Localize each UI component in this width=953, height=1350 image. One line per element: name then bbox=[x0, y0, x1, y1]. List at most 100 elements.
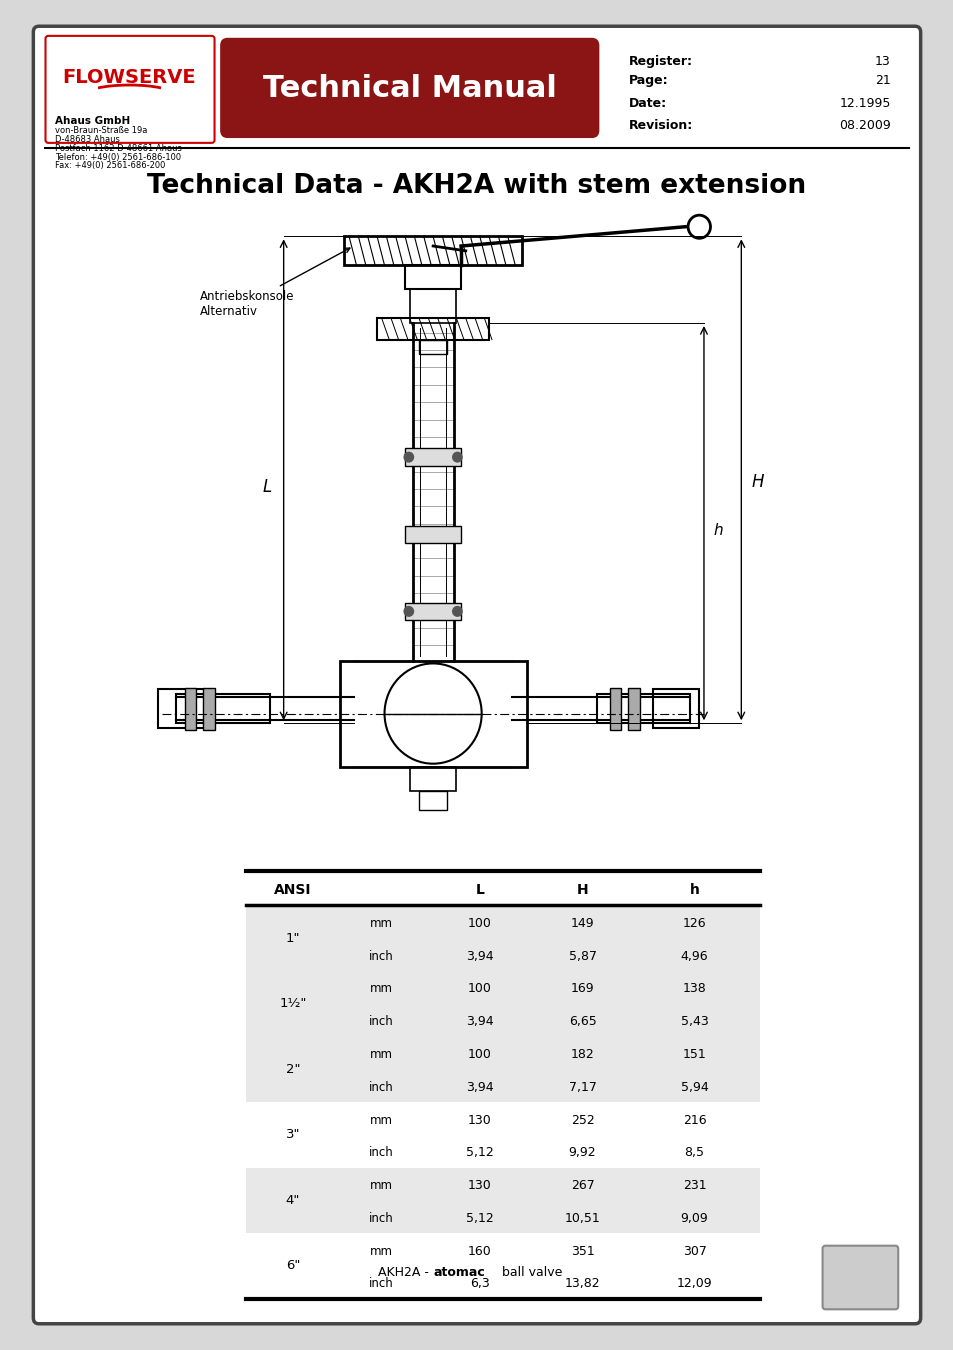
Text: 100: 100 bbox=[467, 1048, 491, 1061]
Text: 3,94: 3,94 bbox=[465, 949, 493, 963]
Bar bbox=[405, 266, 460, 289]
Bar bbox=[405, 602, 460, 620]
Text: 307: 307 bbox=[682, 1245, 706, 1258]
Text: 1½": 1½" bbox=[279, 998, 306, 1010]
Text: Ahaus GmbH: Ahaus GmbH bbox=[54, 116, 130, 126]
Text: 5,43: 5,43 bbox=[680, 1015, 708, 1029]
Text: inch: inch bbox=[369, 949, 394, 963]
Bar bbox=[246, 971, 760, 1037]
Text: ball valve: ball valve bbox=[498, 1266, 562, 1280]
Text: 231: 231 bbox=[682, 1179, 705, 1192]
Text: 151: 151 bbox=[682, 1048, 706, 1061]
FancyBboxPatch shape bbox=[33, 26, 920, 1324]
Text: mm: mm bbox=[370, 983, 393, 995]
Text: 267: 267 bbox=[570, 1179, 594, 1192]
Text: L: L bbox=[262, 478, 272, 495]
Text: 12,09: 12,09 bbox=[676, 1277, 712, 1291]
Text: 5,12: 5,12 bbox=[465, 1212, 493, 1224]
Text: 5,94: 5,94 bbox=[680, 1081, 708, 1094]
Text: Register:: Register: bbox=[629, 55, 693, 68]
Text: 4,96: 4,96 bbox=[680, 949, 708, 963]
Bar bbox=[609, 687, 620, 730]
FancyBboxPatch shape bbox=[220, 38, 598, 138]
Bar bbox=[344, 236, 521, 266]
Text: h: h bbox=[689, 883, 699, 896]
Text: h: h bbox=[713, 522, 722, 537]
Text: ANSI: ANSI bbox=[274, 883, 312, 896]
Text: 216: 216 bbox=[682, 1114, 705, 1127]
Text: mm: mm bbox=[370, 1179, 393, 1192]
Bar bbox=[410, 767, 456, 791]
Bar bbox=[418, 791, 447, 810]
Bar bbox=[339, 660, 526, 767]
Text: 130: 130 bbox=[467, 1114, 491, 1127]
Bar bbox=[246, 1168, 760, 1233]
Bar bbox=[596, 694, 689, 724]
Text: 21: 21 bbox=[874, 74, 890, 88]
Text: 12.1995: 12.1995 bbox=[839, 97, 890, 109]
Bar bbox=[246, 906, 760, 971]
Text: inch: inch bbox=[369, 1277, 394, 1291]
Text: inch: inch bbox=[369, 1212, 394, 1224]
Bar bbox=[376, 319, 489, 340]
Text: 252: 252 bbox=[570, 1114, 594, 1127]
Text: 3": 3" bbox=[286, 1129, 300, 1141]
FancyBboxPatch shape bbox=[46, 36, 214, 143]
Bar bbox=[203, 687, 214, 730]
Text: 130: 130 bbox=[467, 1179, 491, 1192]
Text: 9,09: 9,09 bbox=[680, 1212, 708, 1224]
Text: FLOWSERVE: FLOWSERVE bbox=[63, 68, 196, 86]
Text: inch: inch bbox=[369, 1081, 394, 1094]
Text: Postfach 1162 D-48661 Ahaus: Postfach 1162 D-48661 Ahaus bbox=[54, 144, 181, 153]
Text: Page:: Page: bbox=[629, 74, 668, 88]
Text: 3,94: 3,94 bbox=[465, 1015, 493, 1029]
Text: 6,65: 6,65 bbox=[568, 1015, 596, 1029]
Text: 126: 126 bbox=[682, 917, 705, 930]
Text: 100: 100 bbox=[467, 917, 491, 930]
Text: Antriebskonsole
Alternativ: Antriebskonsole Alternativ bbox=[199, 248, 350, 317]
Bar bbox=[157, 690, 204, 728]
Text: mm: mm bbox=[370, 1048, 393, 1061]
Circle shape bbox=[453, 606, 461, 616]
Text: 138: 138 bbox=[682, 983, 706, 995]
Bar bbox=[405, 448, 460, 466]
Text: D-48683 Ahaus: D-48683 Ahaus bbox=[54, 135, 119, 144]
Text: inch: inch bbox=[369, 1015, 394, 1029]
Text: 351: 351 bbox=[570, 1245, 594, 1258]
Text: H: H bbox=[577, 883, 588, 896]
Text: 7,17: 7,17 bbox=[568, 1081, 596, 1094]
Text: Telefon: +49(0) 2561-686-100: Telefon: +49(0) 2561-686-100 bbox=[54, 153, 181, 162]
Text: 10,51: 10,51 bbox=[564, 1212, 599, 1224]
Text: 149: 149 bbox=[570, 917, 594, 930]
Bar bbox=[418, 340, 447, 354]
Text: back: back bbox=[847, 1289, 871, 1300]
Circle shape bbox=[404, 452, 413, 462]
Text: mm: mm bbox=[370, 1114, 393, 1127]
Text: 2": 2" bbox=[286, 1062, 300, 1076]
Text: atomac: atomac bbox=[433, 1266, 484, 1280]
Bar bbox=[628, 687, 639, 730]
Text: 13: 13 bbox=[874, 55, 890, 68]
Text: 08.2009: 08.2009 bbox=[838, 119, 890, 132]
Text: H: H bbox=[751, 474, 763, 491]
Text: mm: mm bbox=[370, 1245, 393, 1258]
Bar bbox=[652, 690, 699, 728]
Text: 9,92: 9,92 bbox=[568, 1146, 596, 1160]
Text: Technical Manual: Technical Manual bbox=[262, 74, 557, 104]
Text: inch: inch bbox=[369, 1146, 394, 1160]
Text: 5,87: 5,87 bbox=[568, 949, 596, 963]
Text: L: L bbox=[475, 883, 484, 896]
Text: AKH2A -: AKH2A - bbox=[377, 1266, 433, 1280]
Text: mm: mm bbox=[370, 917, 393, 930]
FancyBboxPatch shape bbox=[821, 1246, 898, 1309]
Text: von-Braun-Straße 19a: von-Braun-Straße 19a bbox=[54, 127, 147, 135]
Bar bbox=[176, 694, 270, 724]
Text: 6": 6" bbox=[286, 1260, 300, 1273]
Text: 5,12: 5,12 bbox=[465, 1146, 493, 1160]
Bar bbox=[185, 687, 195, 730]
Text: 182: 182 bbox=[570, 1048, 594, 1061]
Circle shape bbox=[453, 452, 461, 462]
Bar bbox=[246, 1037, 760, 1102]
Circle shape bbox=[404, 606, 413, 616]
Text: Revision:: Revision: bbox=[629, 119, 693, 132]
